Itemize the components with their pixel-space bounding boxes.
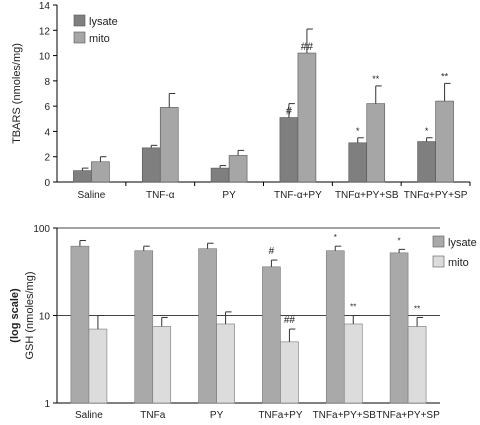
- bar-lysate: [325, 250, 345, 404]
- bar-lysate: [279, 117, 299, 183]
- bar-lysate: [70, 245, 90, 404]
- x-tick-label: TNF-α: [146, 190, 175, 201]
- y-tick-label: 10: [39, 52, 51, 63]
- bar-mito: [216, 323, 235, 404]
- y-tick-label: 10: [39, 312, 51, 323]
- legend-label: mito: [448, 257, 469, 269]
- bar-lysate: [348, 142, 368, 183]
- significance-marker: **: [414, 304, 420, 313]
- significance-marker: **: [350, 303, 356, 312]
- legend-swatch-lysate: [73, 14, 86, 27]
- x-tick-label: TNF-α+PY: [274, 190, 322, 201]
- y-tick-label: 12: [39, 26, 51, 37]
- legend-label: lysate: [448, 237, 477, 249]
- significance-marker: *: [425, 126, 429, 136]
- legend-swatch-mito: [73, 31, 86, 44]
- gsh-chart: 1 10 100 (log scale) GSH (nmoles/mg) Saline TN…: [9, 224, 477, 421]
- bar-mito: [91, 161, 110, 183]
- bar-mito: [152, 326, 172, 404]
- legend-label: lysate: [89, 16, 118, 28]
- significance-marker: **: [372, 74, 380, 84]
- x-tick-label: TNFα+PY+SB: [335, 190, 399, 201]
- significance-marker: ##: [284, 315, 296, 326]
- bar-lysate: [73, 170, 92, 183]
- bar-lysate: [389, 252, 409, 404]
- significance-marker: *: [356, 126, 360, 136]
- x-tick-label: TNFα+PY+SP: [404, 190, 468, 201]
- significance-marker: #: [269, 246, 275, 257]
- significance-marker: *: [398, 236, 401, 245]
- x-tick-label: TNFa+PY: [258, 410, 303, 421]
- y-axis-label: GSH (nmoles/mg): [24, 271, 36, 359]
- bar-mito: [159, 107, 179, 183]
- legend-label: mito: [89, 33, 110, 45]
- x-tick-label: Saline: [78, 190, 106, 201]
- bar-mito: [88, 328, 108, 404]
- legend-swatch-mito: [432, 255, 445, 268]
- y-tick-label: 4: [44, 127, 50, 138]
- y-tick-label: 2: [44, 153, 50, 164]
- y-tick-label: 6: [44, 102, 50, 113]
- significance-marker: ##: [301, 41, 314, 53]
- y-tick-label: 14: [39, 1, 51, 12]
- bar-lysate: [210, 167, 230, 183]
- x-tick-label: Saline: [75, 410, 103, 421]
- bar-lysate: [141, 147, 161, 183]
- x-tick-label: TNFa+PY+SP: [376, 410, 440, 421]
- x-tick-label: PY: [222, 190, 236, 201]
- x-tick-label: TNFa: [140, 410, 165, 421]
- y-tick-label: 8: [44, 77, 50, 88]
- legend-swatch-lysate: [432, 235, 445, 248]
- significance-marker: #: [286, 106, 293, 118]
- bar-mito: [228, 155, 248, 183]
- bar-mito: [435, 100, 454, 183]
- bar-mito: [280, 341, 299, 404]
- tbars-chart: 0 2 4 6 8 10 12 14 TBARS (nmoles/mg) Saline TNF-α P…: [11, 1, 471, 201]
- significance-marker: *: [334, 233, 337, 242]
- bar-lysate: [417, 141, 436, 183]
- bar-lysate: [198, 248, 217, 404]
- y-axis-label-secondary: (log scale): [9, 288, 21, 343]
- significance-marker: **: [441, 71, 449, 81]
- x-tick-label: TNFa+PY+SB: [313, 410, 377, 421]
- bar-mito: [297, 52, 317, 183]
- y-tick-label: 1: [44, 399, 50, 410]
- y-tick-label: 0: [44, 178, 50, 189]
- x-tick-label: PY: [210, 410, 224, 421]
- bar-lysate: [262, 266, 281, 404]
- bar-mito: [366, 103, 386, 183]
- bar-mito: [407, 326, 427, 404]
- y-tick-label: 100: [33, 224, 50, 235]
- bar-mito: [343, 323, 363, 404]
- bar-lysate: [134, 250, 154, 404]
- y-axis-label: TBARS (nmoles/mg): [11, 43, 23, 144]
